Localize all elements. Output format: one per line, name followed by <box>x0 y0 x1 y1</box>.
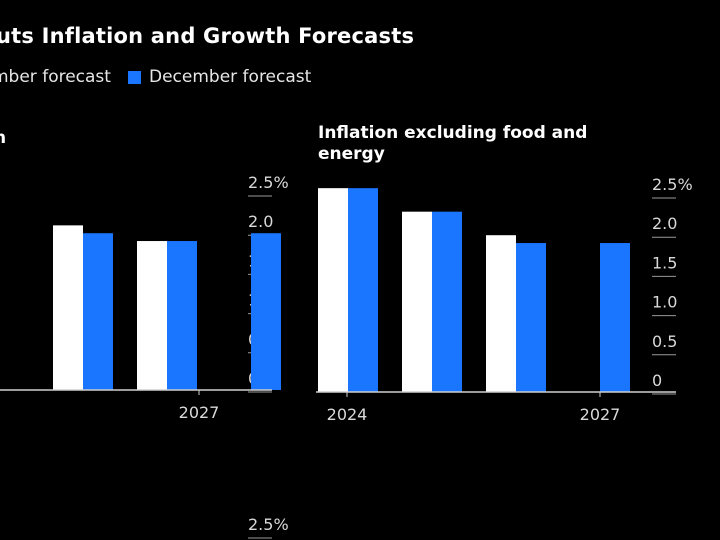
y-tick-label: 1.0 <box>652 293 677 312</box>
bar-september-2025 <box>402 211 432 392</box>
y-tick-label: 2.5% <box>248 173 289 192</box>
bar-december-2024 <box>348 188 378 392</box>
legend: mber forecast December forecast <box>0 67 720 91</box>
x-tick-label: 2024 <box>327 405 368 424</box>
x-tick-label: 2027 <box>580 405 621 424</box>
y-tick-label: 0 <box>652 371 662 390</box>
bar-september-2026 <box>486 235 516 392</box>
panel-title-inflation: n <box>0 128 7 148</box>
legend-label-september: mber forecast <box>0 67 111 87</box>
bar-september-2026 <box>137 241 167 390</box>
x-tick-label: 2027 <box>179 403 220 422</box>
y-tick-label: 2.5% <box>652 175 693 194</box>
bar-december-2025 <box>83 233 113 390</box>
bar-december-2027 <box>600 243 630 392</box>
y-tick-label: 0.5 <box>652 332 677 351</box>
panel-title-core-inflation: Inflation excluding food and energy <box>318 123 588 164</box>
bar-december-2026 <box>167 241 197 390</box>
y-tick-label: 2.5% <box>248 515 289 534</box>
y-tick-label: 1.5 <box>652 253 677 272</box>
legend-swatch-december <box>128 70 141 84</box>
bar-september-2025 <box>53 225 83 390</box>
bar-december-2025 <box>432 211 462 392</box>
y-tick-label: 2.0 <box>652 214 677 233</box>
bar-september-2024 <box>318 188 348 392</box>
legend-item-december: December forecast <box>128 67 311 87</box>
bar-december-2027 <box>251 233 281 390</box>
legend-item-september: mber forecast <box>0 67 111 87</box>
legend-label-december: December forecast <box>149 67 312 87</box>
y-tick-label: 2.0 <box>248 212 273 231</box>
bar-december-2026 <box>516 243 546 392</box>
chart-title: uts Inflation and Growth Forecasts <box>0 24 415 48</box>
